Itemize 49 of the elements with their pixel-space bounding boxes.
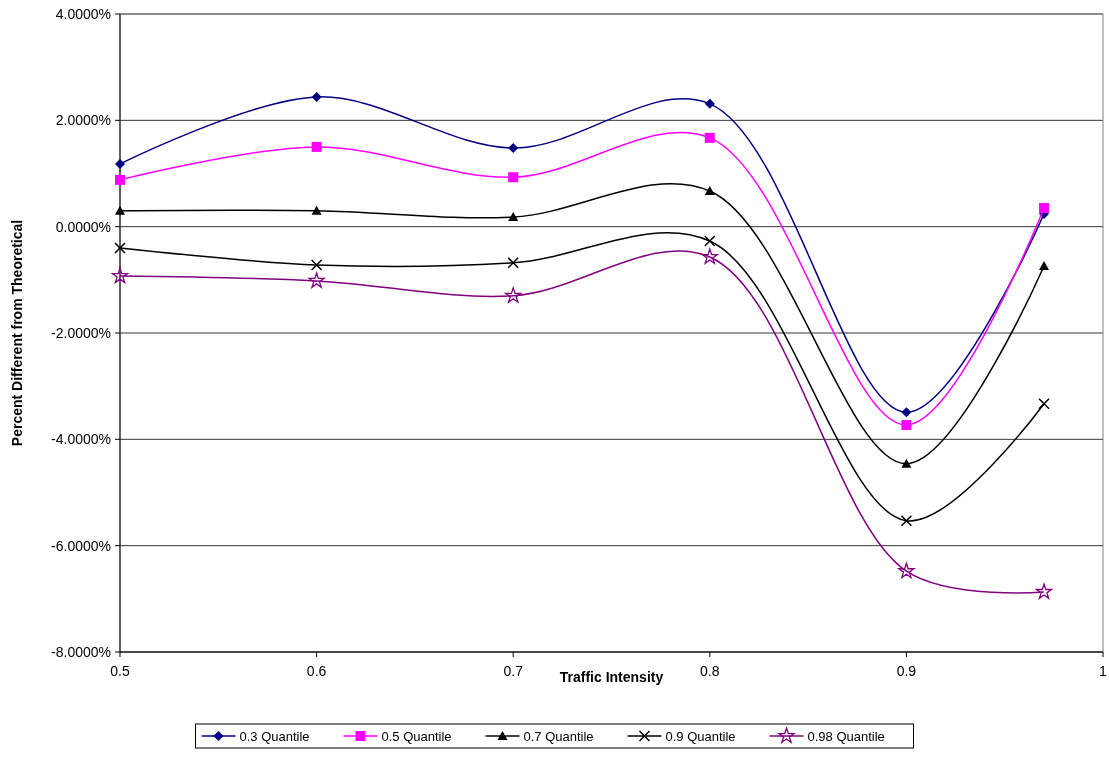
point [508,172,519,183]
x-tick-label: 0.9 [896,663,917,679]
point [505,287,522,303]
x-tick-label: 1 [1099,663,1108,679]
x-tick-label: 0.7 [503,663,524,679]
point [311,141,322,152]
point [1039,261,1050,271]
point [507,257,519,269]
point [311,91,322,102]
y-tick-label: -6.0000% [51,537,111,554]
legend-label: 0.98 Quantile [807,728,885,744]
point [115,158,125,169]
point [1038,397,1050,410]
point [115,174,125,185]
point [704,132,715,143]
point [901,419,912,430]
y-tick-label: 2.0000% [55,112,111,129]
point [704,98,715,109]
point [901,407,912,418]
y-tick-label: -2.0000% [51,324,111,341]
point [898,562,915,579]
point [111,267,129,284]
point [114,242,126,254]
legend-label: 0.5 Quantile [381,728,452,744]
point [900,514,913,527]
y-tick-label: -8.0000% [51,643,111,660]
point [310,259,323,271]
point [901,458,912,468]
x-axis-title: Traffic Intensity [559,669,664,685]
y-tick-label: 4.0000% [55,5,111,22]
y-tick-label: -4.0000% [51,431,111,448]
point [508,142,519,153]
point [508,212,519,222]
x-tick-label: 0.5 [110,663,130,679]
point [1039,203,1050,214]
point [704,186,715,196]
y-tick-label: 0.0000% [55,218,111,235]
x-tick-label: 0.6 [306,663,327,679]
point [115,205,125,215]
point [704,235,716,247]
legend-label: 0.9 Quantile [665,728,736,744]
point [311,205,322,215]
x-tick-label: 0.8 [700,663,720,679]
legend-label: 0.7 Quantile [523,728,594,744]
y-axis-title: Percent Different from Theoretical [9,219,25,447]
legend-label: 0.3 Quantile [239,728,310,744]
point [701,248,718,265]
point [308,272,325,288]
point [1035,583,1053,599]
